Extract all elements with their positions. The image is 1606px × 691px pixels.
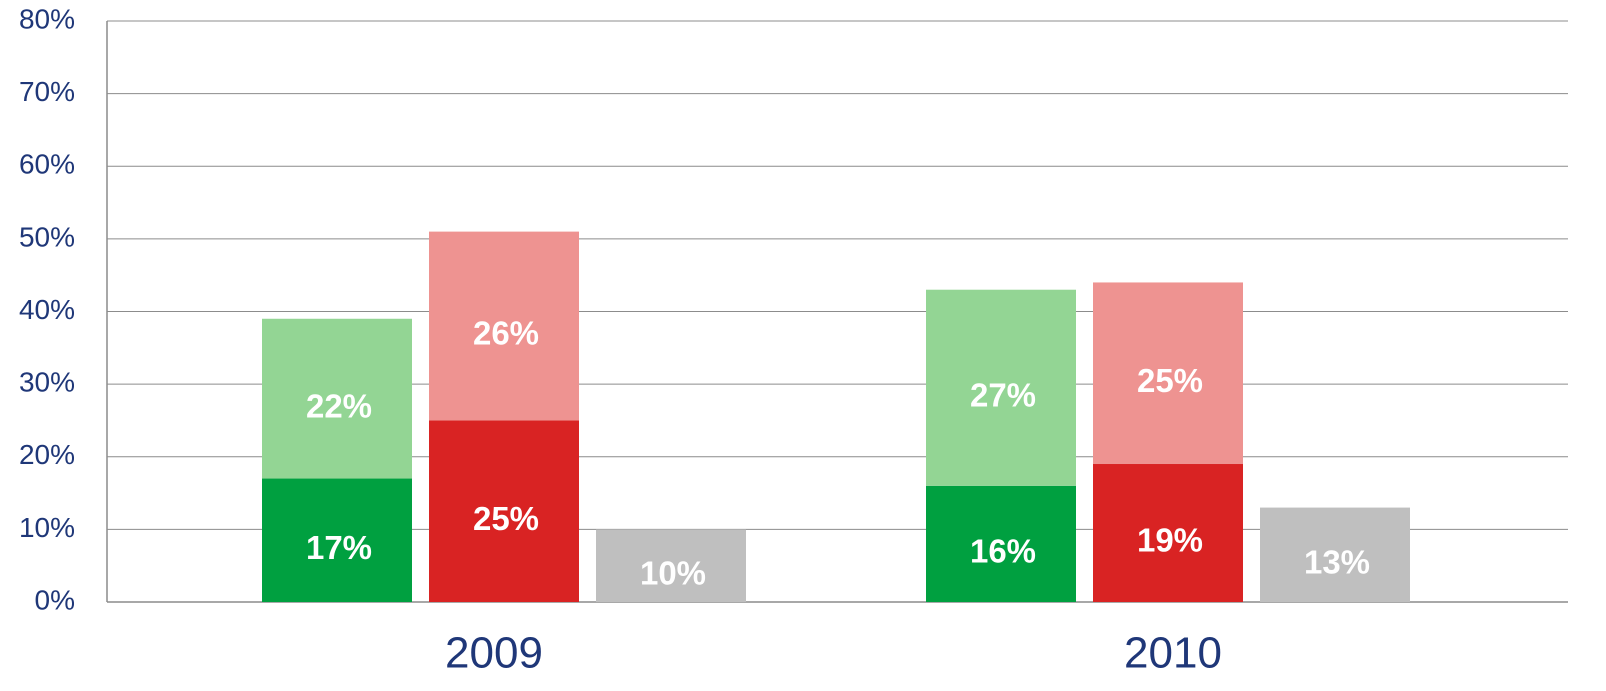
value-label: 16% <box>970 533 1036 570</box>
bar-segment <box>1260 507 1410 602</box>
y-tick-label: 70% <box>19 76 75 107</box>
y-tick-label: 0% <box>35 584 75 615</box>
bar-segment <box>926 485 1076 602</box>
bar-segment <box>429 231 579 421</box>
bar-segment <box>926 289 1076 486</box>
bar-segment <box>429 420 579 602</box>
value-label: 25% <box>1137 362 1203 399</box>
y-tick-label: 30% <box>19 367 75 398</box>
y-tick-label: 40% <box>19 294 75 325</box>
value-label: 22% <box>306 387 372 424</box>
bar-segment <box>1093 282 1243 465</box>
value-label: 27% <box>970 376 1036 413</box>
x-tick-label: 2009 <box>445 629 543 678</box>
value-label: 19% <box>1137 522 1203 559</box>
value-label: 13% <box>1304 544 1370 581</box>
value-label: 26% <box>473 315 539 352</box>
bar-segment <box>262 318 412 479</box>
y-tick-label: 80% <box>19 3 75 34</box>
bar-segment <box>262 478 412 602</box>
bar-segment <box>1093 464 1243 602</box>
value-label: 17% <box>306 529 372 566</box>
y-tick-label: 10% <box>19 512 75 543</box>
y-tick-label: 60% <box>19 149 75 180</box>
y-tick-label: 50% <box>19 221 75 252</box>
bar-segment <box>596 529 746 602</box>
value-label: 25% <box>473 500 539 537</box>
x-tick-label: 2010 <box>1124 629 1222 678</box>
value-label: 10% <box>640 554 706 591</box>
y-tick-label: 20% <box>19 439 75 470</box>
